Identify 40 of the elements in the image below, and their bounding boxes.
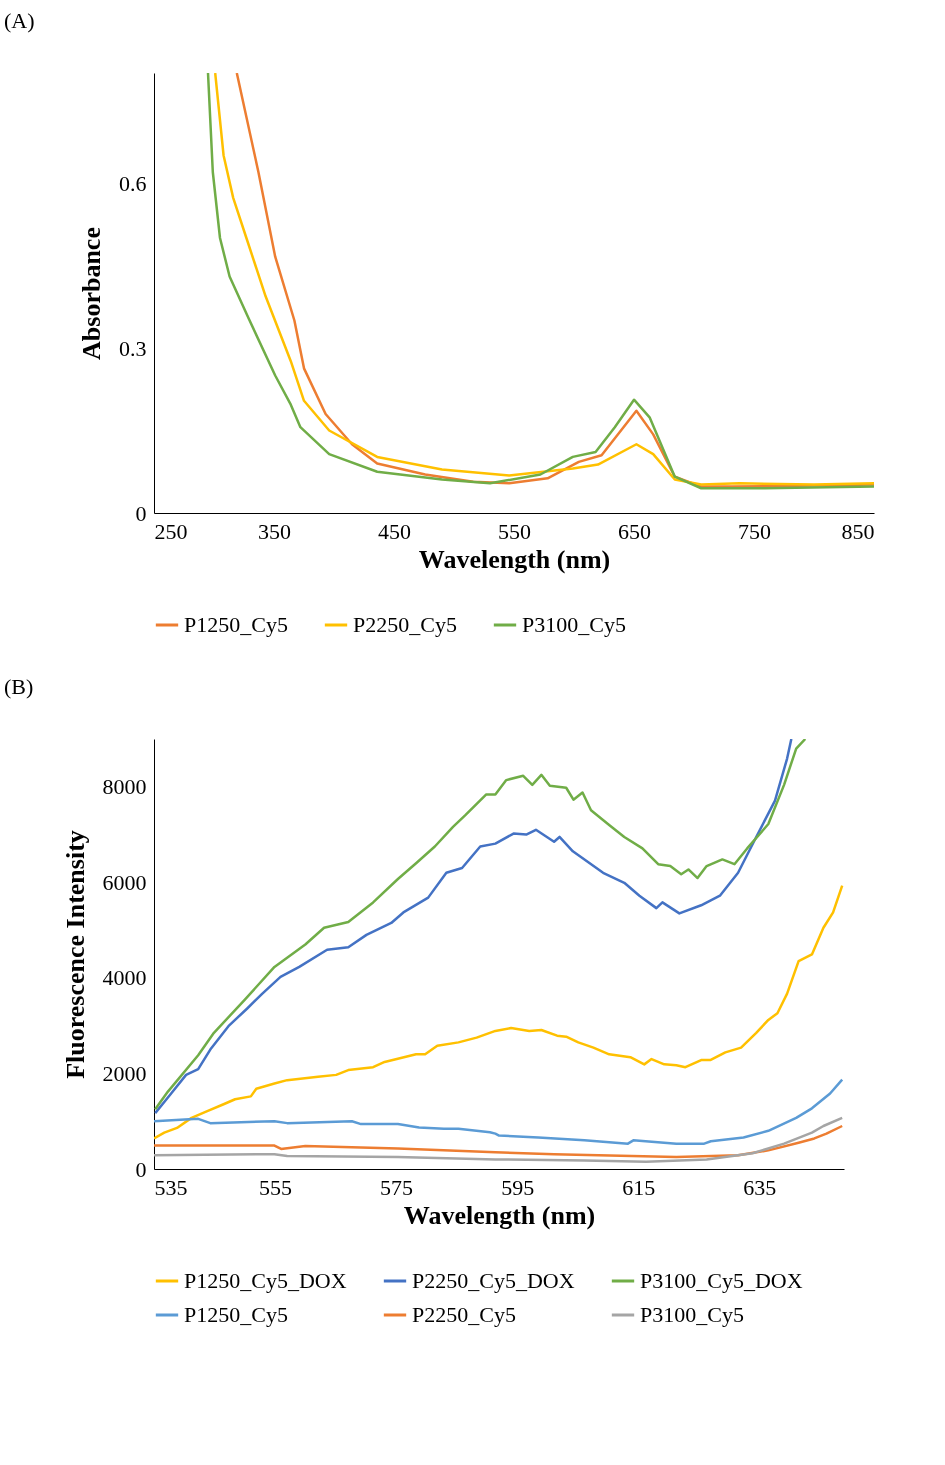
y-axis-title: Absorbance [77, 227, 106, 360]
line-series [154, 1078, 844, 1145]
x-tick-label: 750 [738, 518, 771, 544]
line-series [154, 1116, 844, 1164]
legend-label: P1250_Cy5_DOX [184, 1268, 347, 1293]
x-tick-label: 595 [501, 1174, 535, 1200]
y-tick-label: 4000 [102, 965, 147, 991]
x-tick-label: 250 [154, 518, 188, 544]
y-tick-label: 0.6 [119, 170, 147, 196]
legend-label: P2250_Cy5 [412, 1302, 516, 1327]
x-tick-label: 555 [259, 1174, 293, 1200]
y-tick-label: 2000 [102, 1060, 147, 1086]
legend-label: P2250_Cy5 [353, 612, 457, 637]
x-tick-label: 650 [618, 518, 651, 544]
y-tick-label: 8000 [102, 774, 147, 800]
y-tick-label: 0 [135, 1156, 147, 1182]
x-tick-label: 550 [498, 518, 531, 544]
chart-title: (A) [4, 8, 35, 33]
line-series [154, 884, 844, 1140]
chart-title: (B) [4, 674, 34, 699]
legend-label: P3100_Cy5 [640, 1302, 744, 1327]
y-tick-label: 0.3 [119, 335, 147, 361]
x-tick-label: 615 [622, 1174, 656, 1200]
y-axis-title: Fluorescence Intensity [60, 830, 90, 1079]
legend-label: P3100_Cy5 [522, 612, 626, 637]
x-axis-title: Wavelength (nm) [403, 1200, 596, 1230]
x-tick-label: 635 [743, 1174, 777, 1200]
legend-label: P2250_Cy5_DOX [412, 1268, 575, 1293]
x-tick-label: 450 [378, 518, 411, 544]
legend-label: P3100_Cy5_DOX [640, 1268, 803, 1293]
legend-label: P1250_Cy5 [184, 612, 288, 637]
legend-label: P1250_Cy5 [184, 1302, 288, 1327]
x-tick-label: 850 [841, 518, 875, 544]
x-tick-label: 535 [154, 1174, 188, 1200]
x-tick-label: 575 [380, 1174, 414, 1200]
line-series [154, 1124, 844, 1159]
y-tick-label: 6000 [102, 869, 147, 895]
y-tick-label: 0 [135, 500, 147, 526]
x-axis-title: Wavelength (nm) [418, 544, 611, 574]
x-tick-label: 350 [258, 518, 291, 544]
